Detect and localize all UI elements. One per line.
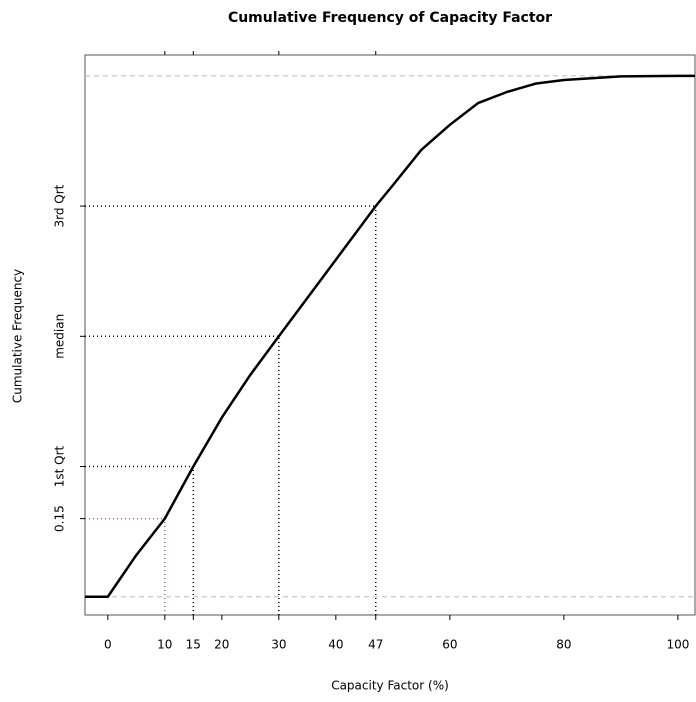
x-tick-label: 47 — [368, 638, 383, 652]
y-tick-label: median — [53, 314, 67, 359]
data-line — [85, 74, 695, 599]
x-tick-label: 40 — [328, 638, 343, 652]
x-tick-label: 10 — [157, 638, 172, 652]
y-axis-label: Cumulative Frequency — [11, 269, 25, 403]
x-axis-label: Capacity Factor (%) — [331, 679, 449, 693]
y-tick-label: 3rd Qrt — [53, 184, 67, 227]
x-tick-label: 30 — [271, 638, 286, 652]
chart-title: Cumulative Frequency of Capacity Factor — [228, 10, 552, 26]
x-tick-label: 15 — [186, 638, 201, 652]
x-tick-label: 100 — [666, 638, 689, 652]
x-tick-label: 80 — [556, 638, 571, 652]
y-tick-label: 1st Qrt — [53, 445, 67, 487]
y-tick-label: 0.15 — [53, 505, 67, 532]
x-tick-label: 20 — [214, 638, 229, 652]
plot-frame — [84, 54, 696, 616]
x-tick-label: 60 — [442, 638, 457, 652]
x-tick-label: 0 — [104, 638, 112, 652]
